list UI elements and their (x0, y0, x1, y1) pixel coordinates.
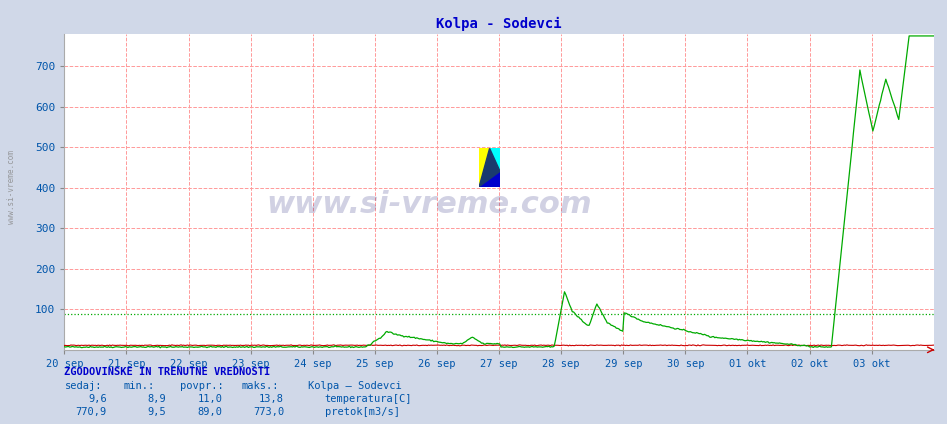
Title: Kolpa - Sodevci: Kolpa - Sodevci (437, 17, 562, 31)
Polygon shape (479, 171, 500, 187)
Polygon shape (479, 148, 490, 187)
Text: Kolpa – Sodevci: Kolpa – Sodevci (308, 381, 402, 391)
Text: povpr.:: povpr.: (180, 381, 223, 391)
Text: pretok[m3/s]: pretok[m3/s] (325, 407, 400, 417)
Text: www.si-vreme.com: www.si-vreme.com (7, 150, 16, 223)
Text: 773,0: 773,0 (253, 407, 284, 417)
Text: min.:: min.: (123, 381, 154, 391)
Text: maks.:: maks.: (241, 381, 279, 391)
Text: 11,0: 11,0 (198, 394, 223, 404)
Polygon shape (479, 148, 500, 187)
Text: sedaj:: sedaj: (64, 381, 102, 391)
Text: 89,0: 89,0 (198, 407, 223, 417)
Text: 9,6: 9,6 (88, 394, 107, 404)
Text: 770,9: 770,9 (76, 407, 107, 417)
Text: ZGODOVINSKE IN TRENUTNE VREDNOSTI: ZGODOVINSKE IN TRENUTNE VREDNOSTI (64, 367, 271, 377)
Text: 13,8: 13,8 (259, 394, 284, 404)
Text: temperatura[C]: temperatura[C] (325, 394, 412, 404)
Text: www.si-vreme.com: www.si-vreme.com (267, 190, 592, 219)
Text: 9,5: 9,5 (147, 407, 166, 417)
Text: 8,9: 8,9 (147, 394, 166, 404)
Polygon shape (490, 148, 500, 171)
